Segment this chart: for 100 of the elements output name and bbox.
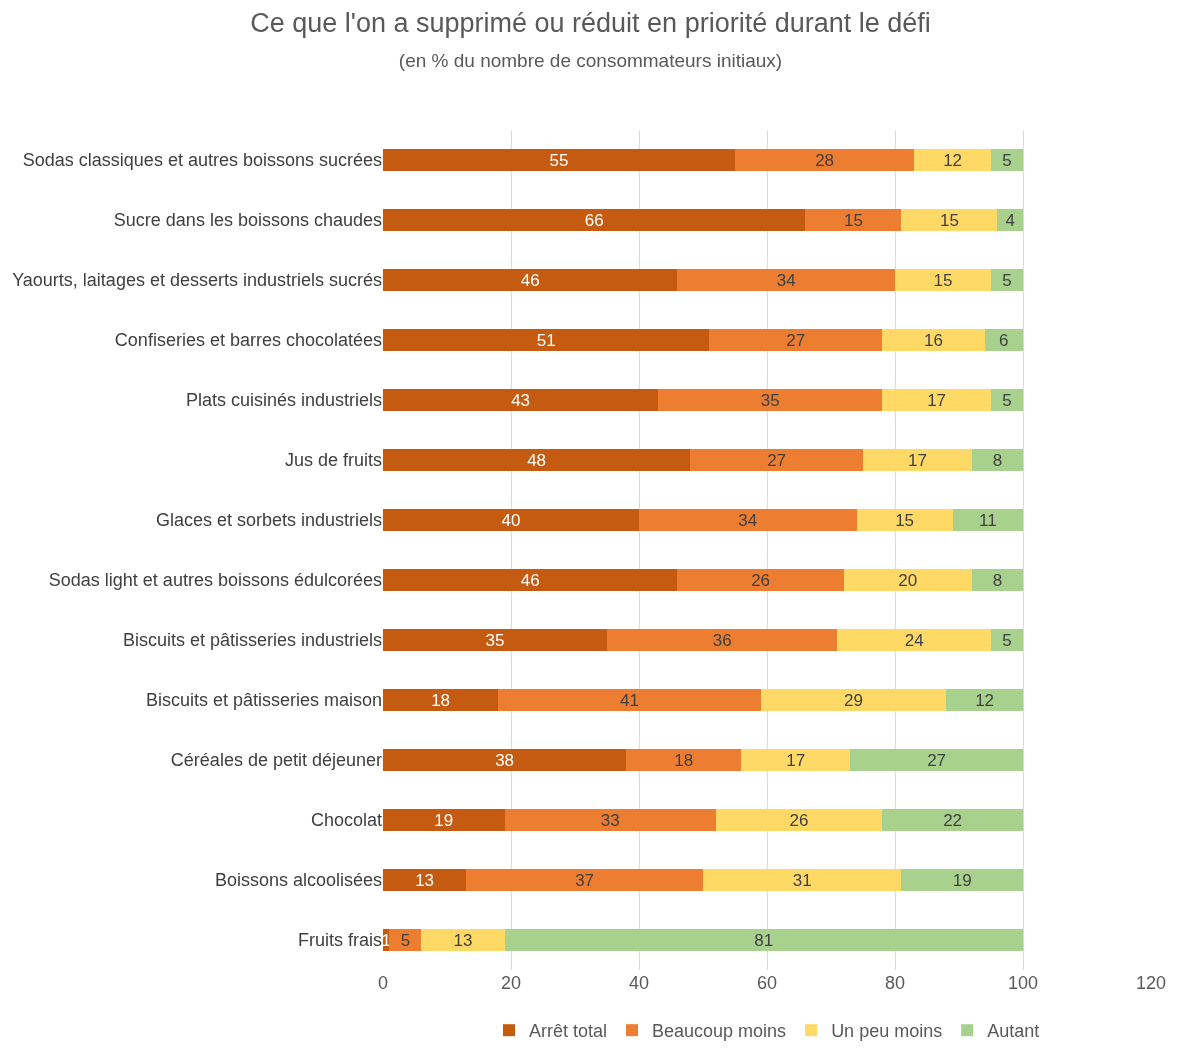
bar <box>383 208 806 232</box>
y-tick-label: Chocolat <box>310 810 382 831</box>
bar <box>805 208 902 232</box>
bar <box>466 868 703 892</box>
data-label: 8 <box>992 570 1003 590</box>
y-tick-label: Plats cuisinés industriels <box>185 390 382 411</box>
bar <box>843 568 972 592</box>
data-label: 5 <box>1002 390 1012 410</box>
data-label: 38 <box>495 750 515 770</box>
bar <box>741 748 851 772</box>
bar <box>383 568 678 592</box>
bar <box>421 928 505 952</box>
bar <box>952 508 1023 532</box>
data-label: 40 <box>501 510 521 530</box>
data-label: 29 <box>843 690 863 710</box>
data-label: 16 <box>923 330 943 350</box>
legend-label: Autant <box>987 1021 1040 1042</box>
data-label: 5 <box>1002 270 1012 290</box>
bar <box>677 268 895 292</box>
data-label: 55 <box>549 150 569 170</box>
bar <box>383 148 735 172</box>
bar <box>703 868 902 892</box>
data-label: 37 <box>575 870 595 890</box>
bar <box>658 388 883 412</box>
bar <box>901 868 1023 892</box>
y-tick-label: Sodas classiques et autres boissons sucrées <box>22 150 382 171</box>
y-tick-label: Fruits frais <box>297 930 382 951</box>
data-label: 66 <box>584 210 604 230</box>
data-label: 43 <box>511 390 531 410</box>
data-label: 35 <box>485 630 505 650</box>
data-label: 1 <box>381 930 391 950</box>
bar <box>882 388 991 412</box>
x-tick-label: 60 <box>756 973 778 993</box>
data-label: 33 <box>600 810 620 830</box>
data-label: 26 <box>789 810 809 830</box>
data-label: 27 <box>767 450 787 470</box>
y-tick-label: Boissons alcoolisées <box>214 870 382 891</box>
bar <box>383 268 678 292</box>
y-tick-label: Yaourts, laitages et desserts industriels sucrés <box>12 270 382 291</box>
data-label: 20 <box>898 570 918 590</box>
data-label: 46 <box>520 570 540 590</box>
x-tick-label: 100 <box>1007 973 1039 993</box>
bar <box>383 808 505 832</box>
chart-title: Ce que l'on a supprimé ou réduit en priorité durant le défi <box>250 7 931 38</box>
data-label: 12 <box>975 690 995 710</box>
bar <box>383 748 627 772</box>
x-tick-label: 40 <box>628 973 650 993</box>
y-tick-label: Jus de fruits <box>284 450 382 471</box>
bar <box>498 688 761 712</box>
data-label: 28 <box>815 150 835 170</box>
bar <box>607 628 838 652</box>
data-label: 36 <box>712 630 732 650</box>
data-label: 18 <box>674 750 694 770</box>
data-label: 19 <box>434 810 454 830</box>
data-label: 17 <box>927 390 947 410</box>
bar <box>856 508 953 532</box>
data-label: 35 <box>760 390 780 410</box>
data-label: 11 <box>978 510 997 530</box>
bar <box>850 748 1023 772</box>
bar <box>383 628 607 652</box>
y-tick-label: Sucre dans les boissons chaudes <box>113 210 382 231</box>
y-tick-label: Glaces et sorbets industriels <box>155 510 382 531</box>
data-label: 26 <box>751 570 771 590</box>
data-label: 5 <box>1002 630 1012 650</box>
bar <box>946 688 1023 712</box>
bar <box>677 568 844 592</box>
legend-label: Beaucoup moins <box>652 1021 787 1042</box>
data-label: 17 <box>786 750 806 770</box>
data-label: 46 <box>520 270 540 290</box>
data-label: 34 <box>738 510 758 530</box>
data-label: 13 <box>453 930 473 950</box>
data-label: 27 <box>786 330 806 350</box>
data-label: 4 <box>1005 210 1015 230</box>
bar <box>882 808 1023 832</box>
data-label: 15 <box>933 270 953 290</box>
legend-label: Un peu moins <box>831 1021 943 1042</box>
bar <box>914 148 991 172</box>
bar <box>504 808 716 832</box>
bar <box>837 628 991 652</box>
bar <box>882 328 985 352</box>
data-label: 31 <box>792 870 812 890</box>
data-label: 5 <box>1002 150 1012 170</box>
y-tick-label: Biscuits et pâtisseries maison <box>145 690 382 711</box>
data-label: 15 <box>843 210 863 230</box>
chart-subtitle: (en % du nombre de consommateurs initiaux) <box>398 49 783 71</box>
y-tick-label: Biscuits et pâtisseries industriels <box>122 630 382 651</box>
data-label: 48 <box>527 450 547 470</box>
data-label: 24 <box>904 630 924 650</box>
bar <box>383 328 710 352</box>
data-label: 19 <box>952 870 972 890</box>
bar <box>626 748 742 772</box>
data-label: 13 <box>415 870 435 890</box>
bar <box>639 508 857 532</box>
bar <box>863 448 972 472</box>
data-label: 6 <box>999 330 1009 350</box>
data-label: 15 <box>939 210 959 230</box>
y-tick-label: Confiseries et barres chocolatées <box>114 330 382 351</box>
data-label: 15 <box>895 510 915 530</box>
bar <box>383 448 691 472</box>
legend-label: Arrêt total <box>529 1021 608 1042</box>
